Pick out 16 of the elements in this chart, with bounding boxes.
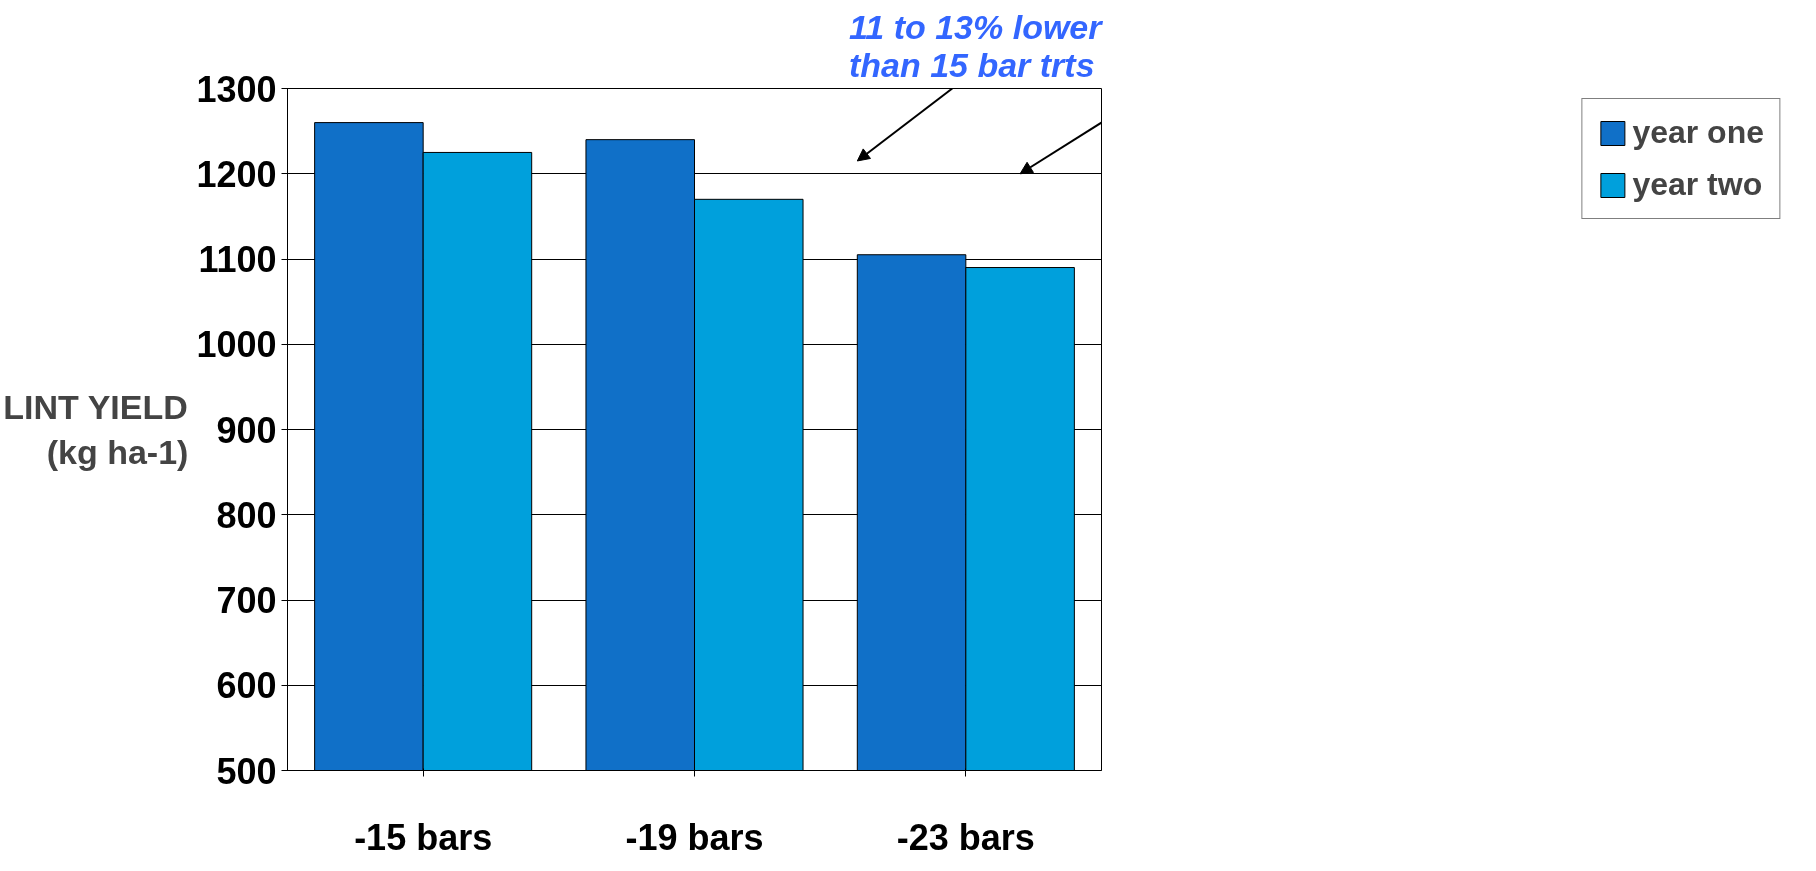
x-tick-label: -23 bars [896,816,1035,858]
y-tick-label: 1300 [196,68,277,110]
y-tick-label: 700 [216,580,277,621]
y-tick-label: 600 [216,665,277,707]
x-tick-label: -15 bars [354,816,493,858]
legend-label: year two [1632,166,1763,203]
y-tick-label: 1100 [198,239,277,280]
y-tick-label: 800 [216,494,277,536]
x-tick-label: -19 bars [625,816,764,858]
y-tick-label: 1200 [196,153,277,195]
legend-label: year one [1632,114,1764,151]
y-tick-label: 1000 [196,324,277,366]
y-tick-label: 500 [216,750,277,792]
y-axis-title: LINT YIELD (kg ha-1) [3,387,189,472]
y-tick-label: 900 [216,409,277,451]
text: 11 to 13% lower than 15 bar trts [848,7,1104,84]
